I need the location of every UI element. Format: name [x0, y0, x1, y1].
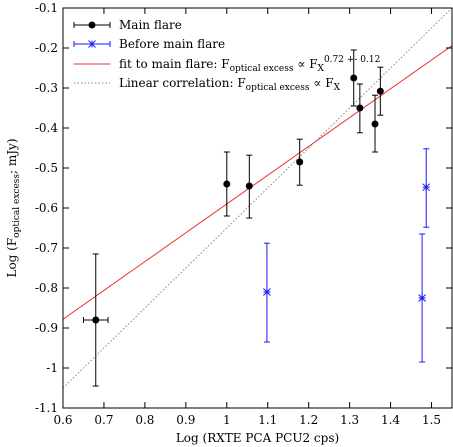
legend: Main flare Before main flare fit to main f… — [73, 18, 380, 93]
x-tick-label: 1 — [223, 413, 231, 427]
x-tick-label: 0.7 — [94, 413, 113, 427]
x-tick-label: 0.6 — [53, 413, 72, 427]
x-tick-label: 1.2 — [299, 413, 318, 427]
y-tick-label: -0.6 — [35, 201, 58, 215]
x-tick-label: 0.9 — [176, 413, 195, 427]
x-tick-label: 1.1 — [258, 413, 277, 427]
x-tick-label: 1.5 — [422, 413, 441, 427]
x-tick-label: 0.8 — [135, 413, 154, 427]
y-tick-label: -0.5 — [35, 161, 58, 175]
legend-label: Before main flare — [119, 37, 225, 51]
x-tick-label: 1.4 — [381, 413, 400, 427]
main-flare-point — [350, 74, 358, 82]
legend-label: fit to main flare: Foptical excess ∝ FX0… — [119, 55, 380, 74]
main-flare-point — [223, 180, 231, 188]
x-tick-label: 1.3 — [340, 413, 359, 427]
y-tick-label: -0.3 — [35, 81, 58, 95]
legend-marker-circle — [88, 21, 96, 29]
y-tick-label: -0.4 — [35, 121, 59, 135]
y-axis-title: Log (Foptical excess; mJy) — [5, 138, 22, 277]
main-flare-point — [371, 120, 379, 128]
x-axis-title: Log (RXTE PCA PCU2 cps) — [176, 431, 339, 445]
before-flare-point — [418, 294, 426, 302]
y-tick-label: -1 — [46, 361, 58, 375]
legend-marker-asterisk — [88, 40, 96, 48]
legend-label: Linear correlation: Foptical excess ∝ FX — [119, 76, 341, 93]
y-tick-label: -1.1 — [35, 401, 58, 415]
y-tick-label: -0.8 — [35, 281, 58, 295]
main-flare-point — [296, 158, 304, 166]
y-axis-title-main: Log (F — [5, 238, 19, 278]
main-flare-point — [245, 182, 253, 190]
before-flare-point — [263, 288, 271, 296]
main-flare-point — [92, 316, 100, 324]
y-axis-title-tail: ; mJy) — [5, 138, 19, 174]
y-tick-label: -0.2 — [35, 41, 58, 55]
before-flare-point — [422, 183, 431, 192]
y-tick-label: -0.9 — [35, 321, 58, 335]
main-flare-point — [356, 104, 364, 112]
y-tick-label: -0.7 — [35, 241, 58, 255]
y-tick-label: -0.1 — [35, 1, 58, 15]
fit-line — [63, 45, 452, 320]
y-axis-title-sub: optical excess — [12, 174, 22, 238]
main-flare-point — [376, 87, 384, 95]
legend-label: Main flare — [119, 18, 182, 32]
